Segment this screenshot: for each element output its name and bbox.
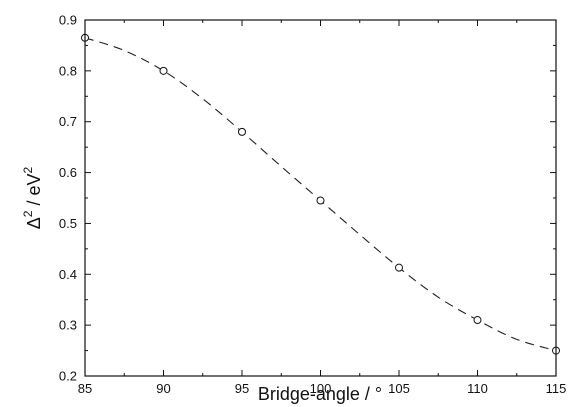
x-tick-label: 100 <box>310 381 332 396</box>
data-point <box>159 66 168 75</box>
plot-frame <box>84 19 557 377</box>
x-tick-label: 115 <box>546 381 567 396</box>
data-point <box>473 316 482 325</box>
x-tick-label: 105 <box>388 381 410 396</box>
y-tick-label: 0.7 <box>59 114 77 129</box>
y-tick-label: 0.4 <box>59 267 77 282</box>
fit-curve-layer <box>84 37 557 352</box>
y-axis-title-mid: / eV <box>24 173 44 210</box>
data-point <box>238 127 246 136</box>
data-points <box>81 33 560 355</box>
y-tick-label: 0.9 <box>59 13 77 28</box>
fit-curve <box>84 37 557 352</box>
x-tick-label: 95 <box>235 381 249 396</box>
y-tick-label: 0.3 <box>59 318 77 333</box>
y-tick-label: 0.8 <box>59 63 77 78</box>
y-axis-title-delta: Δ <box>24 217 44 229</box>
x-tick-label: 90 <box>156 381 170 396</box>
x-axis-title: Bridge-angle / ° <box>258 384 382 404</box>
y-tick-label: 0.2 <box>59 369 77 384</box>
x-tick-label: 110 <box>467 381 488 396</box>
y-axis-title-sup1: 2 <box>21 210 35 217</box>
x-tick-label: 85 <box>78 381 92 396</box>
y-axis-title-sup2: 2 <box>21 166 35 173</box>
data-point <box>316 196 325 205</box>
y-tick-label: 0.5 <box>59 216 77 231</box>
tick-labels: 85 90 95 100 105 110 115 0.2 0.3 0.4 0.5 0.6 0.7 0.8 0… <box>59 13 566 397</box>
y-axis-title: Δ2 / eV2 <box>21 166 44 229</box>
y-tick-label: 0.6 <box>59 165 77 180</box>
data-point <box>395 263 403 272</box>
